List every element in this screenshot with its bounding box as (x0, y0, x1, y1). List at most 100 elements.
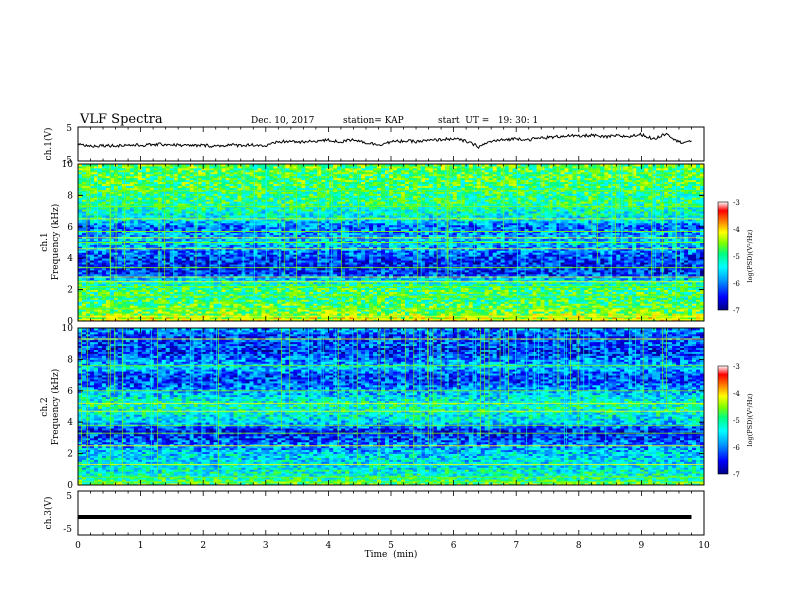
spectrogram-cell (456, 299, 462, 302)
spectrogram-cell (337, 319, 342, 322)
spectrogram-cell (612, 287, 617, 290)
spectrogram-cell (137, 303, 143, 306)
spectrogram-cell (400, 309, 406, 312)
spectrogram-cell (337, 291, 342, 294)
spectrogram-cell (221, 293, 226, 296)
spectrogram-cell (161, 311, 167, 314)
spectrogram-cell (676, 289, 681, 292)
spectrogram-cell (492, 309, 498, 312)
spectrogram-cell (237, 319, 242, 322)
spectrogram-cell (105, 293, 111, 296)
spectrogram-cell (281, 301, 286, 304)
spectrogram-cell (572, 289, 577, 292)
spectrogram-cell (217, 295, 222, 298)
spectrogram-cell (85, 317, 91, 320)
spectrogram-cell (556, 287, 561, 290)
spectrogram-cell (141, 301, 147, 304)
spectrogram-cell (684, 287, 689, 290)
spectrogram-cell (612, 297, 617, 300)
spectrogram-cell (305, 311, 310, 314)
spectrogram-cell (97, 319, 103, 322)
spectrogram-cell (261, 297, 266, 300)
spectrogram-cell (500, 311, 506, 314)
spectrogram-cell (137, 287, 143, 290)
spectrogram-cell (628, 295, 633, 298)
spectrogram-cell (600, 289, 605, 292)
spectrogram-cell (492, 297, 498, 300)
spectrogram-cell (233, 299, 238, 302)
spectrogram-cell (269, 305, 274, 308)
spectrogram-cell (412, 319, 418, 322)
spectrogram-cell (181, 311, 187, 314)
spectrogram-cell (341, 303, 346, 306)
spectrogram-cell (341, 299, 346, 302)
spectrogram-cell (528, 301, 533, 304)
spectrogram-cell (684, 313, 689, 316)
spectrogram-cell (377, 295, 382, 298)
spectrogram-cell (317, 297, 322, 300)
spectrogram-cell (472, 305, 478, 308)
spectrogram-cell (464, 291, 470, 294)
spectrogram-cell (652, 295, 657, 298)
spectrogram-cell (349, 301, 354, 304)
spectrogram-cell (420, 313, 426, 316)
spectrogram-cell (688, 311, 693, 314)
spectrogram-cell (476, 301, 482, 304)
spectrogram-cell (345, 319, 350, 322)
spectrogram-cell (273, 295, 278, 298)
spectrogram-cell (556, 317, 561, 320)
spectrogram-cell (145, 319, 151, 322)
spectrogram-cell (229, 317, 234, 320)
spectrogram-cell (125, 317, 131, 320)
spectrogram-cell (209, 303, 214, 306)
spectrogram-cell (548, 319, 553, 322)
spectrogram-cell (600, 299, 605, 302)
spectrogram-cell (185, 291, 191, 294)
spectrogram-cell (161, 293, 167, 296)
spectrogram-cell (261, 291, 266, 294)
spectrogram-cell (329, 309, 334, 312)
spectrogram-cell (289, 293, 294, 296)
spectrogram-cell (600, 295, 605, 298)
spectrogram-cell (313, 293, 318, 296)
spectrogram-cell (512, 319, 517, 322)
spectrogram-cell (532, 303, 537, 306)
spectrogram-cell (484, 293, 490, 296)
spectrogram-cell (265, 295, 270, 298)
spectrogram-cell (377, 303, 382, 306)
spectrogram-cell (516, 299, 521, 302)
spectrogram-cell (349, 287, 354, 290)
spectrogram-cell (225, 289, 230, 292)
spectrogram-cell (552, 291, 557, 294)
spectrogram-cell (269, 301, 274, 304)
spectrogram-cell (357, 287, 362, 290)
spectrogram-cell (241, 299, 246, 302)
spectrogram-cell (528, 295, 533, 298)
spectrogram-cell (361, 287, 366, 290)
spectrogram-cell (257, 305, 262, 308)
spectrogram-cell (604, 297, 609, 300)
spectrogram-cell (492, 287, 498, 290)
spectrogram-cell (472, 293, 478, 296)
spectrogram-cell (125, 297, 131, 300)
spectrogram-cell (596, 313, 601, 316)
spectrogram-cell (305, 317, 310, 320)
spectrogram-cell (181, 313, 187, 316)
spectrogram-cell (225, 295, 230, 298)
spectrogram-cell (504, 319, 510, 322)
spectrogram-cell (321, 295, 326, 298)
spectrogram-cell (213, 309, 218, 312)
spectrogram-cell (544, 293, 549, 296)
spectrogram-cell (632, 309, 637, 312)
spectrogram-cell (500, 295, 506, 298)
spectrogram-cell (105, 305, 111, 308)
spectrogram-cell (672, 317, 677, 320)
spectrogram-cell (588, 305, 593, 308)
spectrogram-cell (345, 293, 350, 296)
spectrogram-cell (345, 303, 350, 306)
spectrogram-cell (353, 311, 358, 314)
spectrogram-cell (105, 313, 111, 316)
spectrogram-cell (353, 293, 358, 296)
spectrogram-cell (464, 305, 470, 308)
spectrogram-cell (500, 297, 506, 300)
